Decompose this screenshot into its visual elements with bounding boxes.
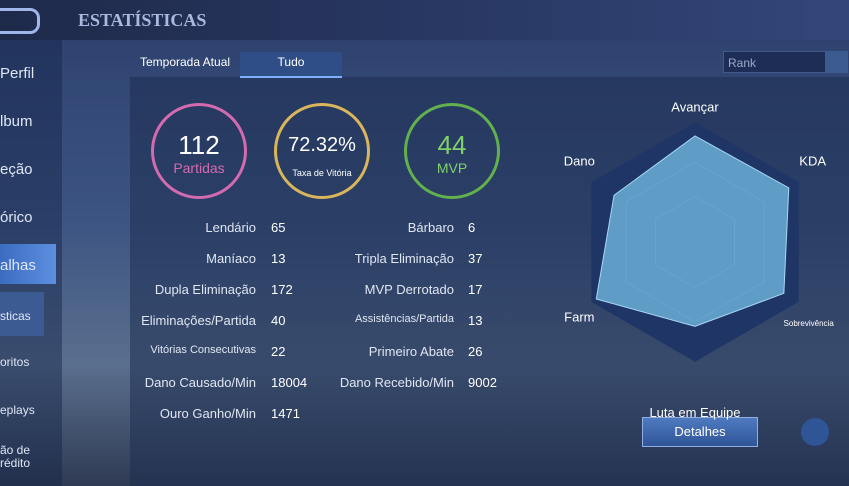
radar-axis-label: Luta em Equipe xyxy=(649,405,740,420)
circle-value: 72.32% xyxy=(288,134,356,156)
stat-label: Ouro Ganho/Min xyxy=(159,406,256,421)
stat-value: 17 xyxy=(468,282,483,297)
stat-value: 13 xyxy=(468,313,483,328)
stat-label: Eliminações/Partida xyxy=(141,313,256,328)
stat-label: Dano Recebido/Min xyxy=(339,375,454,390)
stat-value: 65 xyxy=(271,220,286,235)
stat-value: 6 xyxy=(468,220,476,235)
sidebar-item[interactable]: órico xyxy=(0,209,33,226)
stat-circle: 44 MVP xyxy=(404,103,500,199)
circle-label: MVP xyxy=(436,160,468,176)
stat-label: Vitórias Consecutivas xyxy=(150,344,256,356)
sidebar-item[interactable]: eção xyxy=(0,161,33,178)
stat-label: MVP Derrotado xyxy=(364,282,454,297)
stat-label: Dano Causado/Min xyxy=(144,375,256,390)
radar-axis-label: Avançar xyxy=(671,100,719,115)
stat-value: 1471 xyxy=(271,406,300,421)
circle-value: 112 xyxy=(178,130,220,160)
stat-value: 9002 xyxy=(468,375,497,390)
stat-value: 37 xyxy=(468,251,483,266)
sidebar-item[interactable]: sticas xyxy=(0,309,31,323)
stat-circle: 112 Partidas xyxy=(151,103,247,199)
circle-label: Taxa de Vitória xyxy=(292,168,352,178)
tab-active[interactable]: Tudo xyxy=(240,52,342,78)
circle-value: 44 xyxy=(437,130,467,160)
stat-label: Tripla Eliminação xyxy=(354,251,454,266)
stat-circle: 72.32% Taxa de Vitória xyxy=(274,103,370,199)
radar-axis-label: Sobrevivência xyxy=(784,319,835,328)
sidebar-item[interactable]: lbum xyxy=(0,113,33,130)
sidebar-selected xyxy=(0,244,56,284)
dropdown[interactable]: Rank xyxy=(723,51,826,73)
stat-label: Lendário xyxy=(205,220,256,235)
stat-label: Dupla Eliminação xyxy=(154,282,256,297)
share-button[interactable] xyxy=(801,418,829,446)
stat-value: 26 xyxy=(468,344,483,359)
stat-label: Primeiro Abate xyxy=(368,344,454,359)
circle-label: Partidas xyxy=(173,160,225,176)
stat-label: Maníaco xyxy=(206,251,256,266)
stat-value: 172 xyxy=(271,282,293,297)
back-button[interactable] xyxy=(0,8,40,34)
sidebar-subselected xyxy=(0,292,44,336)
dropdown-arrow[interactable] xyxy=(826,51,848,73)
stat-value: 40 xyxy=(271,313,286,328)
stat-label: Bárbaro xyxy=(407,220,454,235)
sidebar-item[interactable]: Perfil xyxy=(0,65,35,82)
sidebar-item[interactable]: eplays xyxy=(0,403,35,417)
sidebar-item[interactable]: alhas xyxy=(0,257,36,274)
stat-value: 22 xyxy=(271,344,286,359)
radar-axis-label: Farm xyxy=(564,309,594,324)
radar-axis-label: KDA xyxy=(799,154,826,169)
stat-value: 18004 xyxy=(271,375,308,390)
sidebar-item[interactable]: oritos xyxy=(0,355,30,369)
stat-value: 13 xyxy=(271,251,286,266)
details-button[interactable]: Detalhes xyxy=(642,417,758,447)
sidebar-item[interactable]: ão de rédito xyxy=(0,443,31,470)
stat-label: Assistências/Partida xyxy=(354,313,454,325)
page-title: ESTATÍSTICAS xyxy=(78,10,207,30)
top-bar xyxy=(0,0,849,40)
radar-area xyxy=(595,135,790,327)
tab[interactable]: Temporada Atual xyxy=(139,55,231,69)
radar-axis-label: Dano xyxy=(564,154,595,169)
